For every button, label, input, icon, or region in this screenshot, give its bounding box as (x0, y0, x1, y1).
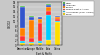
Bar (38, 23, 42, 41)
Bar (38, 16, 42, 17)
Bar (55, 19, 60, 21)
Bar (29, 42, 34, 43)
Bar (46, 40, 51, 45)
Bar (55, 22, 60, 45)
Bar (20, 36, 25, 41)
Bar (38, 17, 42, 19)
Bar (29, 43, 34, 45)
Bar (46, 7, 51, 11)
Bar (38, 41, 42, 43)
Bar (55, 21, 60, 22)
Bar (46, 4, 51, 5)
Bar (20, 28, 25, 36)
Bar (20, 43, 25, 45)
Bar (20, 41, 25, 43)
Legend: Other, Americas, Europe, Middle East & Africa, Asia Pacific (excl. China), China: Other, Americas, Europe, Middle East & A… (62, 1, 94, 16)
Bar (46, 11, 51, 15)
Bar (29, 16, 34, 17)
Bar (29, 38, 34, 42)
Bar (29, 20, 34, 38)
Bar (55, 17, 60, 19)
Bar (29, 17, 34, 20)
Y-axis label: GtCO2: GtCO2 (8, 19, 12, 28)
Bar (46, 15, 51, 40)
Bar (38, 19, 42, 23)
Bar (46, 5, 51, 7)
Bar (20, 6, 25, 7)
Bar (38, 43, 42, 45)
Bar (55, 16, 60, 17)
Bar (20, 7, 25, 28)
